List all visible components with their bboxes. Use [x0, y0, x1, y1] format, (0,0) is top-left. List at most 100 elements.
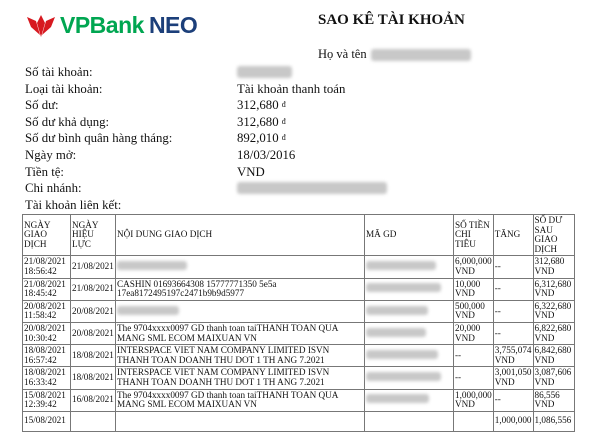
- cell-description: The 9704xxxx0097 GD thanh toan taiTHANH …: [115, 388, 365, 412]
- info-row: Tài khoản liên kết:: [25, 197, 525, 214]
- info-value: 312,680 đ: [237, 114, 286, 129]
- info-value: VND: [237, 164, 265, 179]
- cell-effective-date: 18/08/2021: [70, 344, 116, 368]
- cell-transaction-code: [364, 277, 454, 301]
- cell-transaction-code: [364, 255, 454, 279]
- redacted-code: [366, 305, 428, 315]
- info-label: Ngày mở:: [25, 147, 77, 162]
- cell-spending: [453, 410, 494, 432]
- vpbank-lotus-icon: [27, 14, 55, 37]
- cell-date: 20/08/2021 10:30:42: [22, 321, 71, 346]
- info-row: Số dư: 312,680 đ: [25, 97, 525, 114]
- vpbank-neo-logo: VPBank NEO: [26, 12, 198, 39]
- customer-name-row: Họ và tên: [318, 47, 471, 62]
- cell-description: [115, 255, 365, 279]
- cell-increase: --: [492, 255, 534, 279]
- col-transaction-code: MÃ GD: [364, 213, 454, 257]
- info-label: Số dư khả dụng:: [25, 114, 110, 129]
- cell-spending: 10,000 VND: [453, 277, 494, 301]
- col-balance: SỐ DƯ SAU GIAO DỊCH: [532, 213, 575, 257]
- cell-balance: 3,087,606 VND: [532, 366, 575, 390]
- table-row: 15/08/2021 12:39:42 16/08/2021 The 9704x…: [22, 388, 575, 412]
- cell-description: The 9704xxxx0097 GD thanh toan taiTHANH …: [115, 321, 365, 346]
- cell-effective-date: [70, 410, 116, 432]
- cell-transaction-code: [364, 344, 454, 368]
- table-header-row: NGÀY GIAO DỊCH NGÀY HIỆU LỰC NỘI DUNG GI…: [22, 213, 575, 257]
- table-row: 15/08/2021 1,000,000 1,086,556: [22, 410, 575, 432]
- info-value: 312,680 đ: [237, 98, 286, 113]
- cell-date: 21/08/2021 18:45:42: [22, 277, 71, 301]
- info-value: 892,010 đ: [237, 131, 286, 146]
- cell-date: 21/08/2021 18:56:42: [22, 255, 71, 279]
- info-label: Số tài khoản:: [25, 65, 93, 79]
- cell-effective-date: 21/08/2021: [70, 277, 116, 301]
- cell-spending: 6,000,000 VND: [453, 255, 494, 279]
- cell-date: 20/08/2021 11:58:42: [22, 299, 71, 323]
- cell-date: 18/08/2021 16:33:42: [22, 366, 71, 390]
- cell-date: 18/08/2021 16:57:42: [22, 344, 71, 368]
- cell-transaction-code: [364, 299, 454, 323]
- cell-increase: 3,755,074 VND: [492, 344, 534, 368]
- cell-date: 15/08/2021 12:39:42: [22, 388, 71, 412]
- info-row: Loại tài khoản: Tài khoản thanh toán: [25, 81, 525, 98]
- cell-increase: 3,001,050 VND: [492, 366, 534, 390]
- info-value: Tài khoản thanh toán: [237, 81, 346, 96]
- cell-spending: 500,000 VND: [453, 299, 494, 323]
- redacted-code: [366, 327, 426, 337]
- cell-increase: --: [492, 321, 534, 346]
- info-label: Tiền tệ:: [25, 164, 64, 179]
- table-row: 20/08/2021 10:30:42 20/08/2021 The 9704x…: [22, 321, 575, 346]
- col-spending: SỐ TIỀN CHI TIÊU: [453, 213, 494, 257]
- cell-spending: 20,000 VND: [453, 321, 494, 346]
- cell-transaction-code: [364, 410, 454, 432]
- brand-text: VPBank: [60, 12, 144, 38]
- cell-spending: --: [453, 344, 494, 368]
- info-label: Số dư bình quân hàng tháng:: [25, 131, 173, 146]
- cell-transaction-code: [364, 321, 454, 346]
- cell-description: INTERSPACE VIET NAM COMPANY LIMITED ISVN…: [115, 344, 365, 368]
- col-effective-date: NGÀY HIỆU LỰC: [70, 213, 116, 257]
- cell-description: [115, 299, 365, 323]
- cell-description: [115, 410, 365, 432]
- info-label: Chi nhánh:: [25, 181, 82, 196]
- table-row: 21/08/2021 18:45:42 21/08/2021 CASHIN 01…: [22, 277, 575, 301]
- table-row: 18/08/2021 16:57:42 18/08/2021 INTERSPAC…: [22, 344, 575, 368]
- cell-balance: 6,842,680 VND: [532, 344, 575, 368]
- brand-suffix: NEO: [148, 12, 198, 38]
- redacted-value: [237, 182, 387, 195]
- cell-description: CASHIN 01693664308 15777771350 5e5a 17ea…: [115, 277, 365, 301]
- cell-transaction-code: [364, 388, 454, 412]
- redacted-code: [366, 349, 438, 359]
- redacted-code: [366, 372, 441, 382]
- cell-transaction-code: [364, 366, 454, 390]
- cell-balance: 6,312,680 VND: [532, 277, 575, 301]
- table-row: 21/08/2021 18:56:42 21/08/2021 6,000,000…: [22, 255, 575, 279]
- cell-balance: 312,680 VND: [532, 255, 575, 279]
- info-row: Tiền tệ: VND: [25, 164, 525, 181]
- redacted-code: [366, 261, 436, 271]
- cell-increase: 1,000,000: [492, 410, 534, 432]
- redacted-code: [366, 283, 441, 293]
- redacted-value: [237, 66, 292, 78]
- cell-description: INTERSPACE VIET NAM COMPANY LIMITED ISVN…: [115, 366, 365, 390]
- cell-balance: 6,822,680 VND: [532, 321, 575, 346]
- cell-balance: 1,086,556: [532, 410, 575, 432]
- page-title: SAO KÊ TÀI KHOẢN: [318, 12, 465, 28]
- info-row: Ngày mở: 18/03/2016: [25, 147, 525, 164]
- info-row: Số tài khoản:: [25, 64, 525, 81]
- cell-effective-date: 16/08/2021: [70, 388, 116, 412]
- table-row: 18/08/2021 16:33:42 18/08/2021 INTERSPAC…: [22, 366, 575, 390]
- info-label: Tài khoản liên kết:: [25, 197, 122, 212]
- redacted-description: [117, 261, 187, 271]
- cell-spending: 1,000,000 VND: [453, 388, 494, 412]
- info-label: Số dư:: [25, 98, 59, 113]
- cell-date: 15/08/2021: [22, 410, 71, 432]
- col-increase: TĂNG: [492, 213, 534, 257]
- info-row: Số dư bình quân hàng tháng: 892,010 đ: [25, 130, 525, 147]
- cell-increase: --: [492, 277, 534, 301]
- table-row: 20/08/2021 11:58:42 20/08/2021 500,000 V…: [22, 299, 575, 323]
- cell-effective-date: 21/08/2021: [70, 255, 116, 279]
- redacted-description: [117, 305, 179, 315]
- cell-effective-date: 20/08/2021: [70, 321, 116, 346]
- cell-effective-date: 20/08/2021: [70, 299, 116, 323]
